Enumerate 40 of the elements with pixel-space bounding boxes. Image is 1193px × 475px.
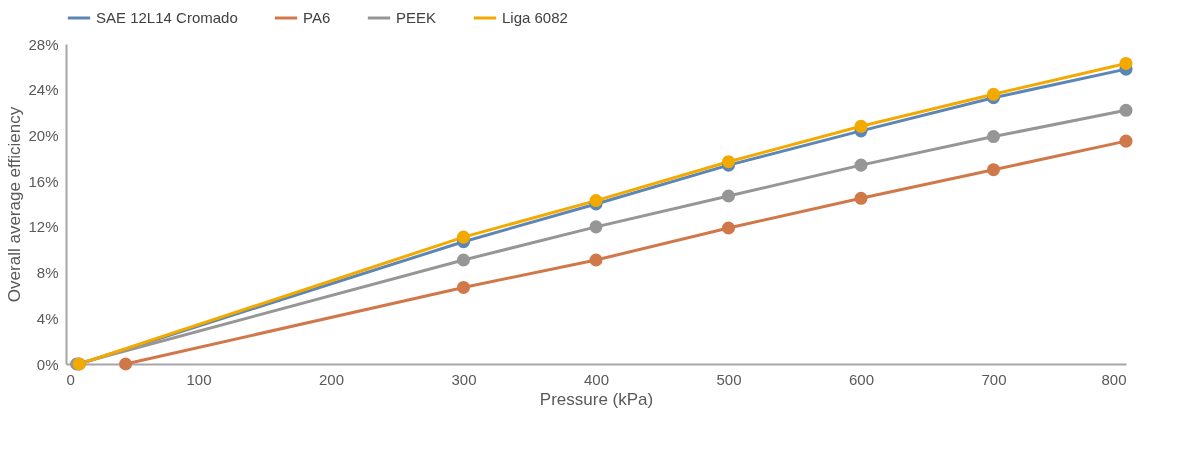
x-axis-title: Pressure (kPa): [539, 389, 654, 409]
point: [986, 163, 1001, 177]
x-tick-label: 300: [451, 370, 477, 388]
point: [986, 87, 1001, 101]
y-tick-label: 12%: [28, 218, 59, 236]
point: [854, 158, 868, 172]
y-tick-label: 24%: [28, 81, 59, 99]
legend-label: PA6: [303, 9, 331, 26]
point: [589, 253, 603, 267]
x-tick-label: 700: [981, 370, 1007, 388]
point: [1119, 134, 1133, 148]
y-tick-label: 16%: [28, 172, 59, 190]
y-tick-label: 8%: [36, 264, 59, 282]
point: [854, 191, 868, 205]
point: [1119, 56, 1133, 70]
x-tick-label: 200: [318, 370, 345, 388]
y-tick-label: 28%: [28, 35, 59, 53]
point: [721, 221, 736, 235]
legend-label: Liga 6082: [502, 9, 568, 26]
point: [1119, 103, 1133, 117]
y-tick-label: 20%: [28, 126, 59, 144]
x-tick-label: 400: [583, 370, 610, 388]
y-axis-title: Overall average efficiency: [5, 106, 25, 303]
point: [721, 189, 736, 203]
x-tick-label: 500: [716, 370, 742, 388]
point: [119, 357, 133, 371]
x-tick-label: 0: [66, 370, 75, 388]
x-tick-label: 100: [186, 370, 212, 388]
point: [456, 253, 471, 267]
point: [456, 230, 471, 244]
y-tick-label: 0%: [36, 355, 59, 373]
y-tick-label: 4%: [36, 309, 59, 327]
point: [986, 130, 1001, 144]
x-tick-label: 600: [848, 370, 875, 388]
point: [456, 280, 471, 294]
x-tick-label: 800: [1101, 370, 1127, 388]
point: [854, 119, 868, 133]
point: [589, 220, 603, 234]
legend-label: PEEK: [396, 9, 437, 26]
legend-label: SAE 12L14 Cromado: [96, 9, 238, 26]
